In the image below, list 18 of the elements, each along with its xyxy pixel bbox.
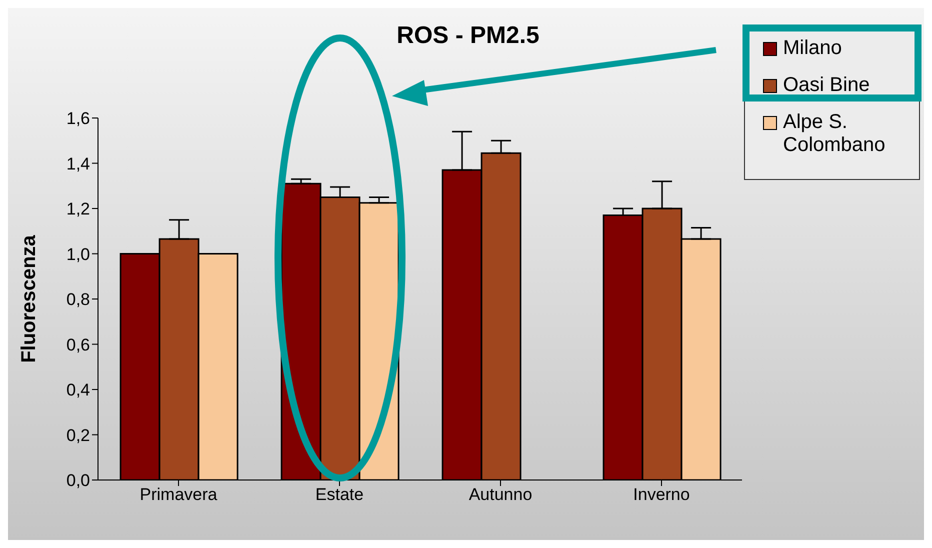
y-tick-label: 0,8 — [66, 290, 90, 310]
y-tick-label: 0,0 — [66, 471, 90, 490]
y-tick-label: 0,2 — [66, 426, 90, 445]
legend-label: Oasi Bine — [783, 74, 870, 97]
legend-label: Alpe S. Colombano — [783, 111, 886, 157]
y-tick-label: 1,6 — [66, 109, 90, 128]
y-axis-title: Fluorescenza — [18, 234, 40, 363]
y-tick-label: 1,2 — [66, 200, 90, 219]
y-tick-label: 0,6 — [66, 335, 90, 354]
x-tick-label: Primavera — [140, 485, 218, 504]
y-tick-label: 1,0 — [66, 244, 90, 264]
x-tick-label: Estate — [315, 485, 364, 504]
x-tick-label: Inverno — [633, 485, 690, 504]
y-tick-label: 0,4 — [66, 380, 90, 400]
y-tick-label: 1,4 — [66, 154, 90, 174]
legend-label: Milano — [783, 37, 842, 60]
chart-title: ROS - PM2.5 — [396, 22, 540, 50]
x-tick-label: Autunno — [468, 485, 532, 504]
